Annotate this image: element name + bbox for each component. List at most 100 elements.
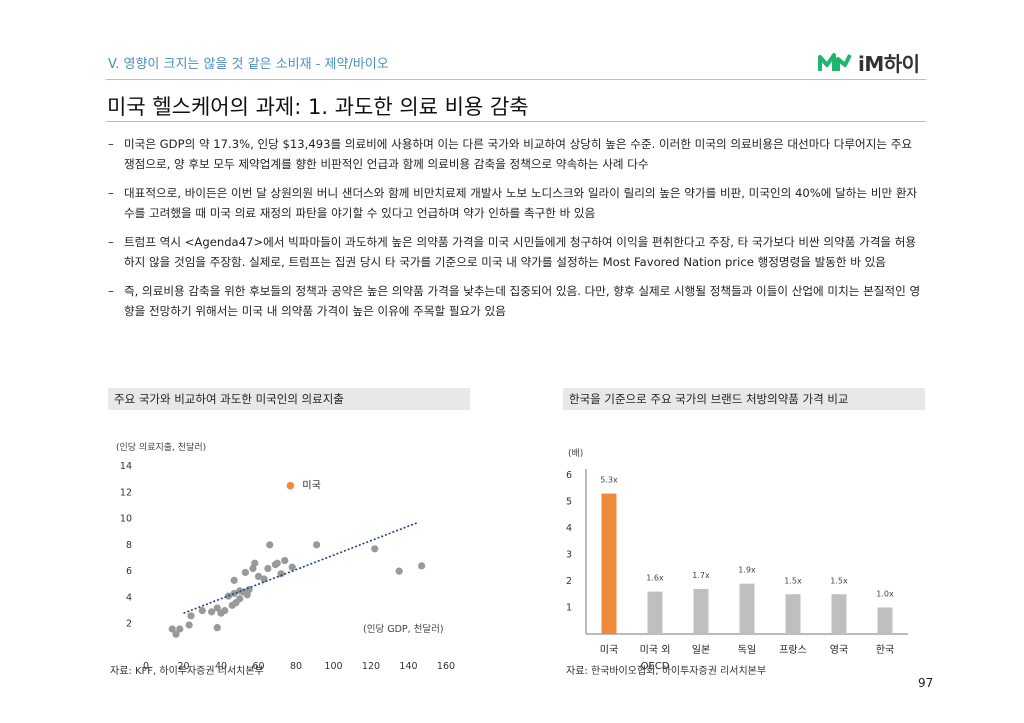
scatter-point <box>172 630 180 638</box>
bar-value-label: 1.7x <box>692 571 710 580</box>
bar <box>831 594 847 634</box>
page-title: 미국 헬스케어의 과제: 1. 과도한 의료 비용 감축 <box>107 95 529 119</box>
bullet-item: – 대표적으로, 바이든은 이번 달 상원의원 버니 샌더스와 함께 비만치료제… <box>108 184 923 223</box>
scatter-point <box>241 568 249 577</box>
scatter-point <box>273 559 281 567</box>
scatter-x-axis-label: (인당 GDP, 천달러) <box>363 623 444 635</box>
title-divider <box>106 121 926 122</box>
scatter-point <box>176 625 184 633</box>
scatter-point <box>266 541 274 549</box>
scatter-x-tick-label: 0 <box>143 661 149 672</box>
scatter-point <box>395 567 403 575</box>
bar-y-tick-label: 4 <box>566 523 572 534</box>
section-label: V. 영향이 크지는 않을 것 같은 소비재 - 제약/바이오 <box>108 57 389 72</box>
scatter-point <box>236 595 244 603</box>
scatter-y-tick-label: 14 <box>120 461 132 472</box>
bullet-text: 즉, 의료비용 감축을 위한 후보들의 정책과 공약은 높은 의약품 가격을 낮… <box>124 284 921 318</box>
bullet-dash: – <box>108 186 114 200</box>
scatter-x-tick-label: 140 <box>399 661 417 672</box>
bar-value-label: 1.5x <box>784 576 802 585</box>
scatter-chart-panel: 주요 국가와 비교하여 과도한 미국인의 의료지출 (인당 의료지출, 천달러)… <box>108 388 470 679</box>
bar-y-tick-label: 2 <box>566 576 572 587</box>
scatter-source: 자료: KFF, 하이투자증권 리서치본부 <box>110 666 264 677</box>
bar-y-tick-label: 5 <box>566 497 572 508</box>
scatter-trend-line <box>183 521 419 614</box>
scatter-point <box>187 612 195 620</box>
scatter-y-tick-label: 4 <box>126 592 132 603</box>
bar-category-label: 프랑스 <box>779 644 807 656</box>
bar-category-label: OECD <box>641 661 670 672</box>
scatter-highlight-point <box>286 481 295 490</box>
scatter-x-tick-label: 120 <box>362 661 380 672</box>
scatter-x-tick-label: 160 <box>437 661 455 672</box>
bullet-text: 미국은 GDP의 약 17.3%, 인당 $13,493를 의료비에 사용하며 … <box>124 137 913 171</box>
bullet-text: 트럼프 역시 <Agenda47>에서 빅파마들이 과도하게 높은 의약품 가격… <box>124 235 917 269</box>
bar <box>601 493 617 634</box>
bar-category-label: 한국 <box>876 644 894 656</box>
bar-chart: (배) 1 2 3 4 5 6 5.3x 미국 1.6x 미국 외 OECD 1.7x 일본 1.9x 독일 1… <box>566 448 908 672</box>
scatter-y-axis-label: (인당 의료지출, 천달러) <box>116 441 206 453</box>
scatter-point <box>198 606 206 615</box>
scatter-point <box>251 559 259 567</box>
scatter-point <box>254 572 263 580</box>
scatter-point <box>418 562 426 570</box>
page-number: 97 <box>918 676 934 690</box>
header-divider <box>106 79 926 80</box>
scatter-y-tick-label: 8 <box>126 540 132 551</box>
bar-value-label: 1.0x <box>876 590 894 599</box>
scatter-point <box>277 570 285 578</box>
logo-text: iM하이 <box>858 51 920 76</box>
bar-y-tick-label: 3 <box>566 550 572 561</box>
bar <box>877 607 893 634</box>
bar-value-label: 5.3x <box>600 476 618 485</box>
bullet-item: – 즉, 의료비용 감축을 위한 후보들의 정책과 공약은 높은 의약품 가격을… <box>108 282 923 321</box>
scatter-point <box>213 604 221 612</box>
scatter-point <box>281 557 289 565</box>
bullet-item: – 트럼프 역시 <Agenda47>에서 빅파마들이 과도하게 높은 의약품 … <box>108 233 923 272</box>
bar-category-label: 미국 <box>600 644 618 656</box>
scatter-point <box>288 563 296 571</box>
bar-y-axis-label: (배) <box>568 448 583 459</box>
bullet-item: – 미국은 GDP의 약 17.3%, 인당 $13,493를 의료비에 사용하… <box>108 135 923 174</box>
scatter-highlight-label: 미국 <box>302 480 320 492</box>
bullet-dash: – <box>108 235 114 249</box>
bar-chart-panel: 한국을 기준으로 주요 국가의 브랜드 처방의약품 가격 비교 (배) 1 2 3 4 5… <box>563 388 925 679</box>
bullet-dash: – <box>108 284 114 298</box>
bar-y-tick-label: 1 <box>566 603 572 614</box>
company-logo: iM하이 <box>818 48 928 76</box>
scatter-y-tick-label: 10 <box>120 514 132 525</box>
bar-category-label: 영국 <box>830 644 848 656</box>
bar <box>739 583 755 634</box>
bar-y-tick-label: 6 <box>566 470 572 481</box>
logo-mark-icon <box>818 53 852 71</box>
bar-category-label: 독일 <box>738 644 756 656</box>
bar <box>693 588 709 634</box>
scatter-point <box>185 621 193 629</box>
scatter-point <box>208 608 216 616</box>
scatter-point <box>213 624 221 632</box>
bar-value-label: 1.6x <box>646 574 664 583</box>
scatter-point <box>168 625 176 633</box>
bar <box>785 594 801 634</box>
scatter-x-tick-label: 60 <box>252 661 264 672</box>
scatter-chart-title: 주요 국가와 비교하여 과도한 미국인의 의료지출 <box>108 388 470 410</box>
bar <box>647 591 663 634</box>
scatter-y-tick-label: 12 <box>120 487 132 498</box>
scatter-x-tick-label: 80 <box>290 661 302 672</box>
scatter-x-tick-label: 40 <box>215 661 227 672</box>
bar-value-label: 1.5x <box>830 576 848 585</box>
bar-source: 자료: 한국바이오협회, 하이투자증권 리서치본부 <box>566 666 767 677</box>
scatter-y-tick-label: 2 <box>126 619 132 630</box>
bar-value-label: 1.9x <box>738 566 756 575</box>
bullet-list: – 미국은 GDP의 약 17.3%, 인당 $13,493를 의료비에 사용하… <box>108 135 923 331</box>
scatter-point <box>264 564 272 573</box>
scatter-x-tick-label: 100 <box>324 661 342 672</box>
scatter-point <box>230 576 238 584</box>
bar-category-label: 미국 외 <box>640 644 671 656</box>
bullet-dash: – <box>108 137 114 151</box>
bar-category-label: 일본 <box>692 644 710 656</box>
scatter-point <box>221 606 229 615</box>
bar-chart-title: 한국을 기준으로 주요 국가의 브랜드 처방의약품 가격 비교 <box>563 388 925 410</box>
scatter-x-tick-label: 20 <box>177 661 189 672</box>
